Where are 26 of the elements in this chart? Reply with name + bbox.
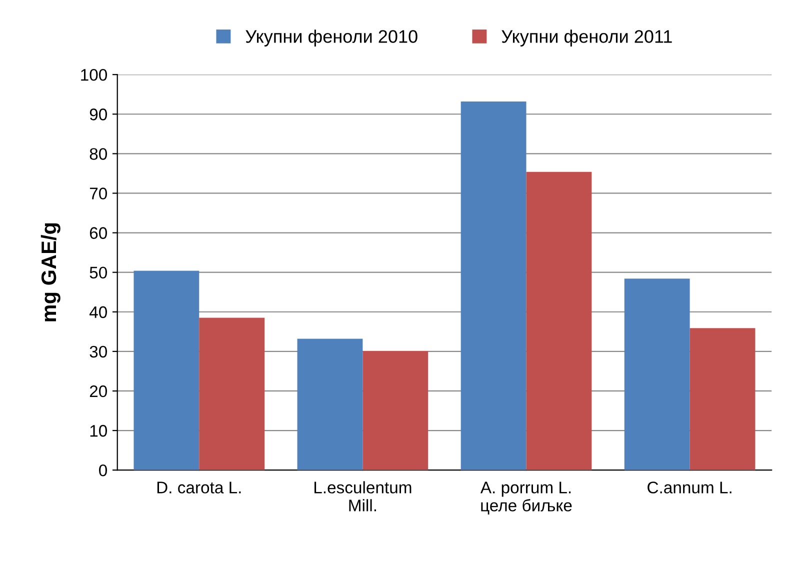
y-tick-label: 20	[90, 385, 107, 398]
x-tick-label: C.annum L.	[648, 482, 732, 494]
bar	[690, 328, 756, 470]
legend-label: Укупни феноли 2010	[246, 30, 418, 46]
x-tick-label: D. carota L.	[157, 482, 241, 494]
y-tick-label: 30	[90, 346, 107, 358]
y-tick-label: 10	[90, 424, 107, 437]
y-tick-label: 60	[90, 227, 107, 239]
x-tick-label: L.esculentum Mill.	[314, 481, 412, 512]
y-tick-label: 100	[81, 68, 107, 81]
bar	[460, 101, 526, 470]
y-tick-label: 50	[90, 266, 107, 279]
x-tick-label: A. porrum L. целе биљке	[480, 482, 572, 515]
bar	[624, 278, 690, 470]
y-axis-title: mg GAE/g	[40, 223, 60, 322]
bar	[362, 351, 428, 470]
bar	[297, 338, 363, 470]
y-tick-label: 40	[89, 306, 107, 318]
y-tick-label: 70	[90, 188, 107, 200]
y-tick-label: 0	[99, 464, 107, 476]
y-tick-label: 90	[90, 108, 107, 120]
bar	[134, 270, 200, 470]
legend-label: Укупни феноли 2011	[502, 30, 672, 46]
y-tick-label: 80	[90, 148, 107, 160]
bar	[526, 172, 592, 470]
bar	[199, 318, 265, 470]
